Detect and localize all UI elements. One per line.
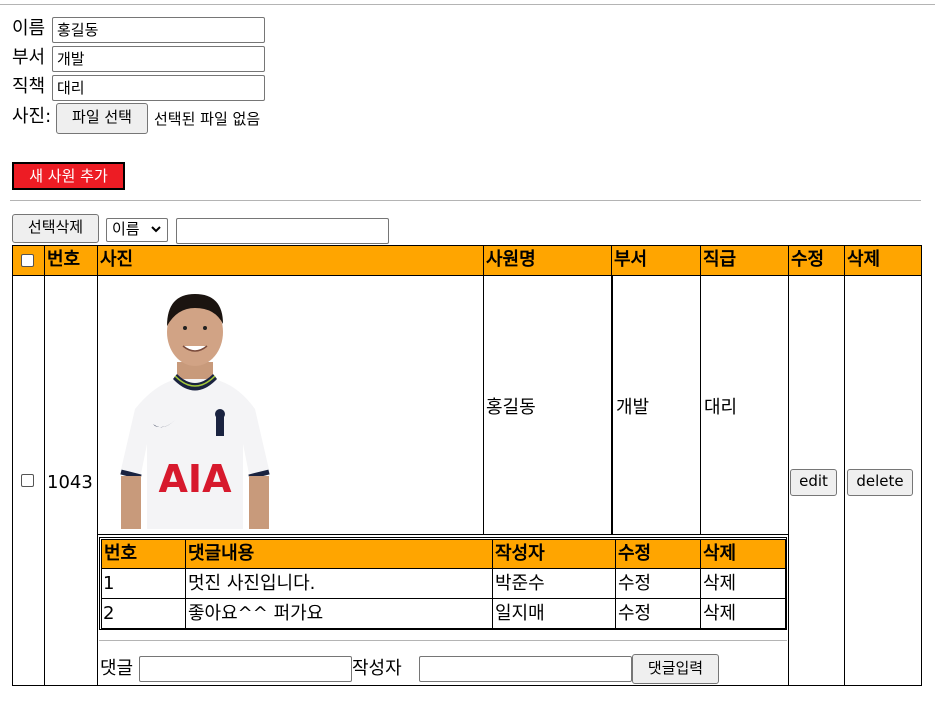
row-department: 개발 [616,397,650,418]
search-field-selected: 이름 [112,220,140,238]
comment-row-2-number-cell: 2 [101,598,186,629]
comment-author: 일지매 [495,603,545,624]
row-employee-name: 홍길동 [486,397,536,418]
comment-divider [99,640,787,641]
photo-label: 사진: [12,106,52,127]
comment-row-1-number-cell: 1 [101,568,186,599]
select-all-checkbox[interactable] [21,254,34,267]
comment-label: 댓글 [100,658,134,679]
row-name-cell: 홍길동 [483,275,612,535]
add-employee-button[interactable]: 새 사원 추가 [12,162,125,190]
author-label: 작성자 [352,658,402,679]
comment-number: 1 [103,573,115,594]
comment-header-delete: 삭제 [700,539,786,569]
shirt-sponsor-text: AIA [159,457,233,501]
search-field-select[interactable]: 이름 [106,218,168,242]
comment-content: 멋진 사진입니다. [188,573,316,594]
row-photo-cell: AIA [97,275,484,535]
comment-delete-link[interactable]: 삭제 [703,573,737,594]
comment-header-author: 작성자 [492,539,616,569]
header-number: 번호 [44,245,98,276]
comment-header-edit: 수정 [615,539,701,569]
comment-row-1-author-cell: 박준수 [492,568,616,599]
row-edit-cell: edit [788,275,845,686]
name-input[interactable]: 홍길동 [52,17,265,43]
position-input[interactable]: 대리 [52,75,265,101]
comments-table [99,537,787,630]
comment-row-1-edit-cell[interactable]: 수정 [615,568,701,599]
comment-input[interactable] [139,656,352,682]
comment-edit-link[interactable]: 수정 [618,573,652,594]
delete-button[interactable]: delete [847,469,913,496]
comment-row-2-author-cell: 일지매 [492,598,616,629]
edit-button[interactable]: edit [790,469,837,496]
file-status-text: 선택된 파일 없음 [154,110,261,128]
delete-selected-button[interactable]: 선택삭제 [12,214,99,243]
author-input[interactable] [419,656,632,682]
header-position: 직급 [700,245,789,276]
comment-row-2-edit-cell[interactable]: 수정 [615,598,701,629]
row-delete-cell: delete [844,275,922,686]
comment-author: 박준수 [495,573,545,594]
row-dept-cell: 개발 [611,275,701,535]
header-select-all-cell [12,245,45,276]
chevron-down-icon [150,221,162,241]
top-divider [0,4,935,5]
comment-row-1-content-cell: 멋진 사진입니다. [185,568,493,599]
row-checkbox-cell [12,275,45,686]
comment-row-2-delete-cell[interactable]: 삭제 [700,598,786,629]
comment-edit-link[interactable]: 수정 [618,603,652,624]
comment-content: 좋아요^^ 퍼가요 [188,603,324,624]
dept-label: 부서 [12,47,46,68]
header-edit: 수정 [788,245,845,276]
comment-header-number: 번호 [101,539,186,569]
row-position-cell: 대리 [700,275,789,535]
header-photo: 사진 [97,245,484,276]
comment-submit-button[interactable]: 댓글입력 [632,654,719,684]
comment-number: 2 [103,603,115,624]
name-label: 이름 [12,18,46,39]
position-label: 직책 [12,76,46,97]
comment-delete-link[interactable]: 삭제 [703,603,737,624]
search-input[interactable] [176,218,389,244]
form-divider [10,200,921,201]
comment-row-1-delete-cell[interactable]: 삭제 [700,568,786,599]
header-delete: 삭제 [844,245,922,276]
row-number: 1043 [47,472,93,493]
row-position: 대리 [704,397,738,418]
employee-photo: AIA [120,294,270,529]
dept-input[interactable]: 개발 [52,46,265,72]
header-department: 부서 [611,245,701,276]
comment-header-content: 댓글내용 [185,539,493,569]
row-number-cell: 1043 [44,275,98,686]
header-employee-name: 사원명 [483,245,612,276]
row-checkbox[interactable] [21,474,34,487]
comment-row-2-content-cell: 좋아요^^ 퍼가요 [185,598,493,629]
file-select-button[interactable]: 파일 선택 [56,103,148,134]
